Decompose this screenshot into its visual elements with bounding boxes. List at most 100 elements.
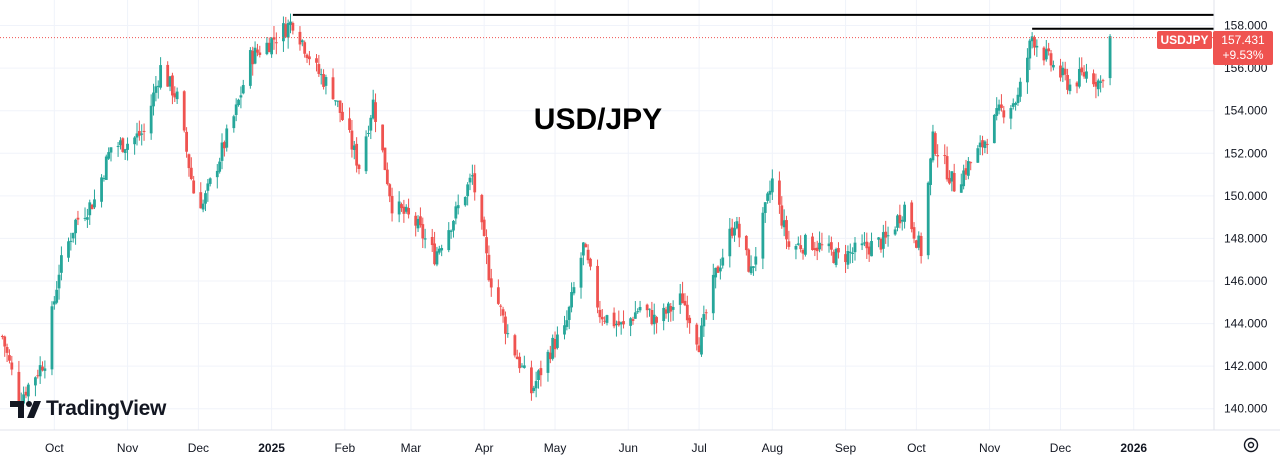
candle [763, 202, 767, 223]
candle [1049, 49, 1053, 72]
y-tick-label: 146.000 [1224, 274, 1268, 288]
settings-gear-icon[interactable] [1242, 436, 1260, 454]
last-price-badge-bg [1213, 31, 1273, 65]
tradingview-logo[interactable]: TradingView [10, 394, 190, 424]
candle [168, 75, 172, 92]
candle [88, 199, 92, 225]
x-axis: Oct Nov Dec 2025 Feb Mar Apr May Jun Jul Aug Sep Oct… [0, 429, 1280, 455]
candle [116, 142, 120, 157]
candle [123, 148, 127, 161]
candle [487, 245, 491, 282]
candle [518, 352, 522, 373]
candle [966, 157, 970, 180]
candle [357, 163, 361, 175]
candle [669, 303, 673, 322]
candle [915, 239, 918, 249]
candle [794, 244, 798, 260]
candle [482, 216, 486, 237]
candle [267, 37, 271, 53]
candle [1000, 94, 1003, 112]
candle [603, 316, 607, 324]
candle [104, 154, 108, 180]
candle [605, 314, 609, 326]
candle [695, 322, 699, 351]
candle [270, 37, 274, 58]
candle [730, 218, 734, 239]
y-tick-label: 150.000 [1224, 189, 1268, 203]
candle [711, 263, 715, 321]
candle [119, 137, 122, 150]
candle [8, 349, 11, 364]
candle [636, 308, 640, 314]
candle [1080, 57, 1084, 76]
candle [919, 232, 923, 264]
candle [253, 41, 257, 65]
candle [159, 57, 163, 90]
y-tick-label: 158.000 [1224, 19, 1268, 33]
candle [650, 301, 654, 326]
candle [456, 194, 460, 215]
candle [175, 87, 179, 104]
candle [199, 182, 203, 209]
candle [1018, 77, 1022, 102]
candle [239, 86, 243, 109]
candle [799, 235, 803, 253]
candle [71, 232, 75, 243]
candle [152, 83, 155, 116]
candle [466, 182, 470, 206]
candle [385, 162, 389, 186]
candle [1101, 78, 1105, 88]
y-tick-label: 148.000 [1224, 231, 1268, 245]
candle [1066, 68, 1069, 95]
candle [41, 361, 44, 372]
candle [596, 259, 599, 314]
candle [324, 74, 328, 95]
candle [747, 248, 751, 273]
candle [886, 226, 890, 247]
candle [796, 236, 800, 246]
candle [912, 222, 916, 244]
candle [933, 131, 937, 157]
candle [848, 243, 852, 264]
candle [612, 307, 616, 329]
candle [50, 301, 54, 376]
candle [589, 257, 592, 271]
y-tick-label: 142.000 [1224, 359, 1268, 373]
candle [341, 102, 344, 121]
candle [102, 175, 106, 182]
candle [1063, 61, 1067, 81]
candle [548, 345, 552, 364]
candle [936, 144, 940, 168]
candle [57, 264, 61, 300]
candle [1059, 58, 1062, 82]
candle [631, 316, 635, 325]
candle [282, 16, 285, 52]
y-tick-label: 144.000 [1224, 317, 1268, 331]
candle [367, 125, 370, 137]
candle [563, 315, 566, 340]
candle [142, 123, 146, 141]
candle [480, 193, 484, 230]
candle [671, 300, 675, 321]
candle [851, 247, 855, 264]
candle [787, 230, 791, 250]
candle [107, 147, 111, 160]
candle [714, 267, 718, 289]
y-tick-label: 140.000 [1224, 402, 1268, 416]
candle [844, 244, 847, 273]
candle [55, 281, 59, 305]
candle [551, 334, 555, 361]
symbol-badge: USDJPY [1160, 33, 1208, 47]
candle [964, 159, 968, 180]
candle [863, 232, 866, 247]
candle [126, 137, 129, 161]
candle [818, 231, 821, 253]
candle [440, 244, 444, 257]
candle [265, 37, 269, 56]
candle [678, 283, 682, 314]
candle [931, 124, 935, 163]
candle [1085, 63, 1088, 83]
candle [463, 196, 467, 207]
candle [248, 47, 252, 89]
